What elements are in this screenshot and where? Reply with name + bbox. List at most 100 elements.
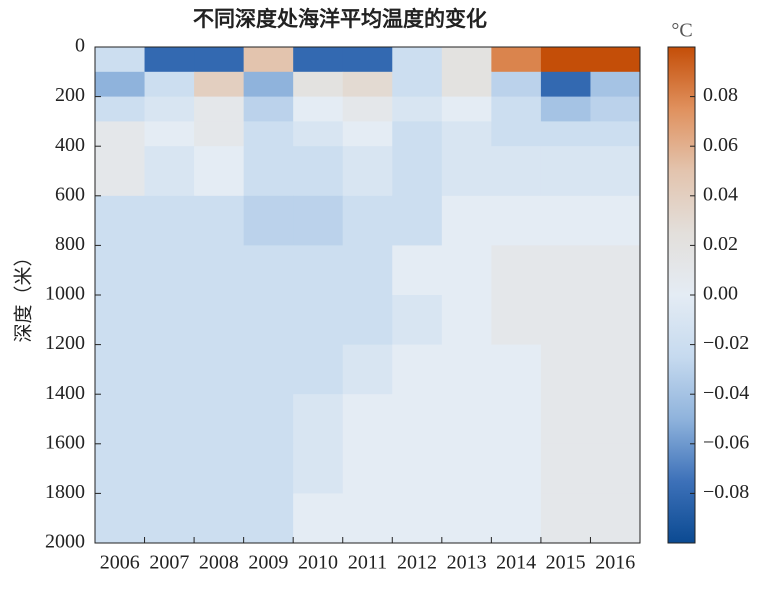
heatmap-cell	[491, 295, 542, 346]
heatmap-cell	[194, 71, 245, 98]
colorbar-label: °C	[671, 20, 692, 42]
x-tick-label: 2010	[298, 552, 338, 574]
heatmap-cell	[491, 493, 542, 544]
heatmap-cell	[243, 295, 294, 346]
heatmap-cell	[392, 295, 443, 346]
heatmap-cell	[243, 71, 294, 98]
colorbar-tick-label: 0.08	[703, 84, 738, 106]
heatmap-cell	[95, 295, 146, 346]
x-tick-label: 2009	[248, 552, 288, 574]
heatmap-cell	[293, 47, 344, 73]
heatmap-cell	[243, 121, 294, 147]
heatmap-cell	[590, 195, 641, 246]
heatmap-cell	[293, 295, 344, 346]
heatmap-cell	[540, 344, 591, 395]
heatmap-cell	[540, 493, 591, 544]
heatmap-cell	[243, 195, 294, 246]
heatmap-cell	[491, 146, 542, 197]
y-tick-label: 1800	[45, 481, 85, 503]
heatmap-cell	[392, 245, 443, 296]
colorbar-tick-label: −0.08	[703, 481, 749, 503]
heatmap-cell	[540, 96, 591, 122]
y-tick-label: 0	[75, 35, 85, 57]
heatmap-cell	[540, 295, 591, 346]
x-tick-label: 2007	[149, 552, 189, 574]
heatmap-cell	[194, 443, 245, 494]
heatmap-cell	[342, 344, 393, 395]
heatmap-cell	[243, 443, 294, 494]
heatmap-cell	[194, 245, 245, 296]
heatmap-cell	[293, 344, 344, 395]
heatmap-cell	[95, 96, 146, 122]
heatmap-cell	[243, 394, 294, 445]
heatmap-cell	[293, 443, 344, 494]
heatmap-cell	[590, 146, 641, 197]
heatmap-cell	[392, 121, 443, 147]
heatmap-cell	[194, 344, 245, 395]
heatmap-cell	[342, 121, 393, 147]
colorbar-tick-label: −0.02	[703, 332, 749, 354]
heatmap-cell	[441, 96, 492, 122]
colorbar-tick-label: −0.06	[703, 431, 749, 453]
y-tick-label: 600	[55, 183, 85, 205]
heatmap-cell	[95, 195, 146, 246]
heatmap-cell	[441, 493, 492, 544]
heatmap-cell	[590, 443, 641, 494]
heatmap-cell	[95, 121, 146, 147]
heatmap-cell	[540, 121, 591, 147]
y-axis-label: 深度（米）	[13, 247, 35, 342]
colorbar-tick-label: 0.06	[703, 134, 738, 156]
heatmap-cell	[392, 443, 443, 494]
heatmap-cell	[194, 47, 245, 73]
heatmap-cell	[95, 394, 146, 445]
heatmap-cell	[342, 96, 393, 122]
heatmap-cell	[441, 195, 492, 246]
heatmap-cell	[144, 47, 195, 73]
heatmap-cell	[95, 245, 146, 296]
x-tick-label: 2013	[447, 552, 487, 574]
heatmap-cell	[293, 146, 344, 197]
heatmap-cell	[540, 245, 591, 296]
heatmap-cell	[243, 245, 294, 296]
heatmap-cell	[293, 394, 344, 445]
heatmap-cell	[342, 493, 393, 544]
heatmap-cell	[95, 47, 146, 73]
heatmap-cell	[441, 121, 492, 147]
heatmap-cell	[144, 71, 195, 98]
heatmap-cell	[144, 394, 195, 445]
heatmap-cell	[392, 493, 443, 544]
heatmap-cell	[194, 295, 245, 346]
heatmap-cell	[293, 71, 344, 98]
x-tick-label: 2006	[100, 552, 140, 574]
y-tick-label: 200	[55, 84, 85, 106]
heatmap-cell	[590, 394, 641, 445]
heatmap-cell	[491, 121, 542, 147]
heatmap-cell	[342, 71, 393, 98]
heatmap-cell	[293, 121, 344, 147]
heatmap-cell	[144, 146, 195, 197]
heatmap-cell	[540, 195, 591, 246]
y-tick-label: 1600	[45, 431, 85, 453]
x-tick-label: 2008	[199, 552, 239, 574]
heatmap-cell	[441, 295, 492, 346]
heatmap-cell	[95, 146, 146, 197]
heatmap-cell	[342, 295, 393, 346]
heatmap-cell	[392, 71, 443, 98]
heatmap-cell	[392, 96, 443, 122]
heatmap-cell	[243, 47, 294, 73]
y-tick-label: 2000	[45, 531, 85, 553]
heatmap-cell	[540, 47, 591, 73]
colorbar-tick-label: 0.02	[703, 233, 738, 255]
heatmap-cell	[95, 71, 146, 98]
y-tick-label: 1400	[45, 382, 85, 404]
heatmap-cell	[293, 493, 344, 544]
heatmap-cell	[95, 344, 146, 395]
heatmap-cell	[144, 493, 195, 544]
heatmap-cell	[392, 47, 443, 73]
heatmap-cell	[590, 121, 641, 147]
colorbar-tick-label: −0.04	[703, 382, 749, 404]
chart-title: 不同深度处海洋平均温度的变化	[193, 7, 487, 31]
heatmap-cell	[590, 71, 641, 98]
heatmap-cell	[540, 146, 591, 197]
